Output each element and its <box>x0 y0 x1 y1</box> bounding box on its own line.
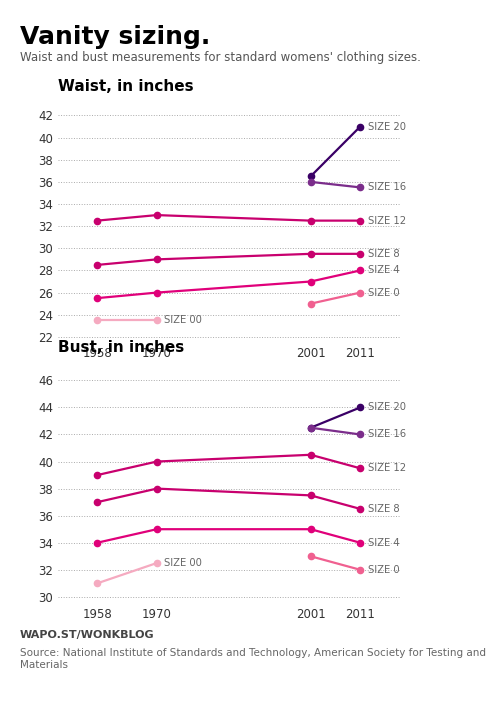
Text: Waist and bust measurements for standard womens' clothing sizes.: Waist and bust measurements for standard… <box>20 51 421 64</box>
Text: Source: National Institute of Standards and Technology, American Society for Tes: Source: National Institute of Standards … <box>20 648 486 670</box>
Text: SIZE 00: SIZE 00 <box>164 316 202 325</box>
Text: SIZE 0: SIZE 0 <box>368 287 400 298</box>
Text: SIZE 4: SIZE 4 <box>368 538 400 548</box>
Text: SIZE 0: SIZE 0 <box>368 565 400 575</box>
Text: SIZE 12: SIZE 12 <box>368 215 406 226</box>
Text: SIZE 4: SIZE 4 <box>368 265 400 275</box>
Text: SIZE 16: SIZE 16 <box>368 429 406 439</box>
Text: SIZE 00: SIZE 00 <box>164 558 202 568</box>
Text: Vanity sizing.: Vanity sizing. <box>20 25 210 49</box>
Text: WAPO.ST/WONKBLOG: WAPO.ST/WONKBLOG <box>20 630 154 640</box>
Text: Waist, in inches: Waist, in inches <box>58 78 193 93</box>
Text: SIZE 16: SIZE 16 <box>368 182 406 193</box>
Text: SIZE 8: SIZE 8 <box>368 504 400 514</box>
Text: SIZE 8: SIZE 8 <box>368 249 400 259</box>
Text: SIZE 20: SIZE 20 <box>368 402 406 412</box>
Text: Bust, in inches: Bust, in inches <box>58 340 184 354</box>
Text: SIZE 12: SIZE 12 <box>368 463 406 473</box>
Text: SIZE 20: SIZE 20 <box>368 121 406 131</box>
